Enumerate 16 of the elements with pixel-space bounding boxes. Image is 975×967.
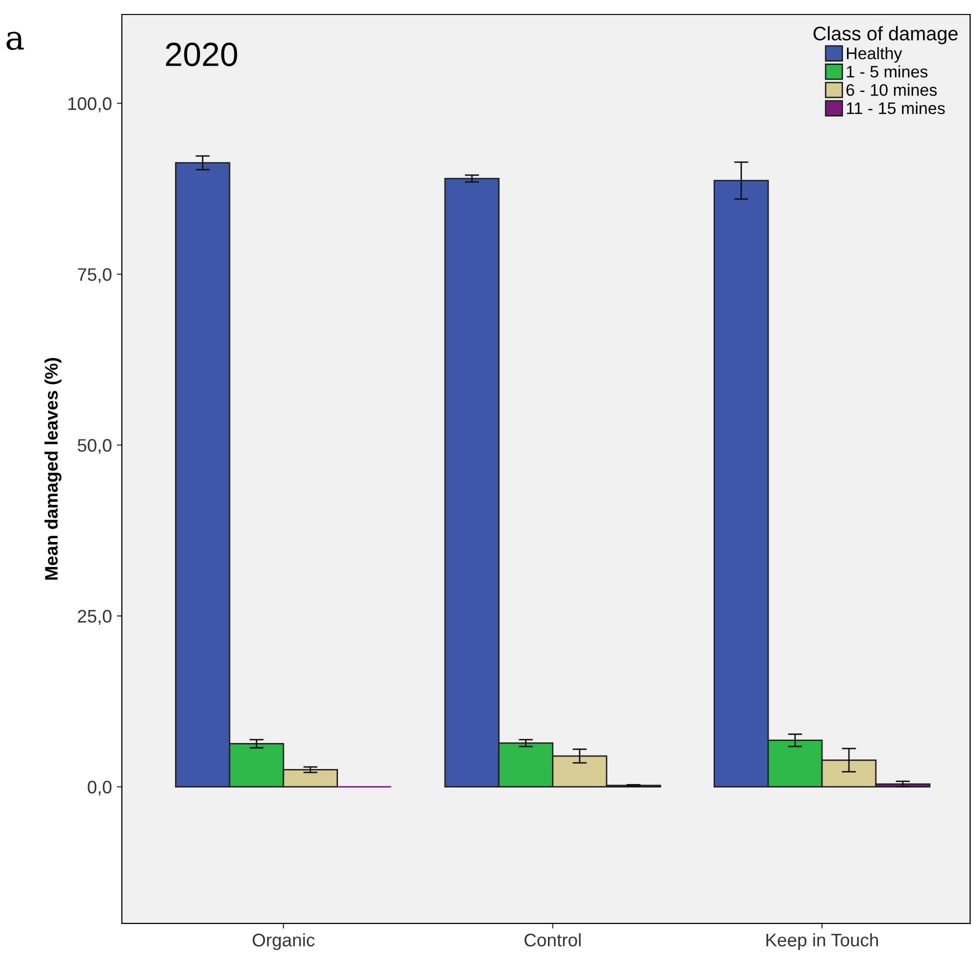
y-tick-label: 0,0 bbox=[88, 780, 112, 796]
legend-label: 1 - 5 mines bbox=[846, 65, 928, 78]
legend-title: Class of damage bbox=[814, 26, 958, 44]
x-tick-label: Organic bbox=[252, 933, 315, 950]
y-tick-label: 75,0 bbox=[78, 268, 112, 284]
y-tick-label: 25,0 bbox=[78, 610, 112, 625]
legend-label: 11 - 15 mines bbox=[846, 102, 945, 114]
text: a bbox=[6, 32, 24, 50]
legend-label: 6 - 10 mines bbox=[846, 84, 937, 96]
x-tick-label: Keep in Touch bbox=[766, 933, 878, 950]
y-tick-label: 100,0 bbox=[68, 97, 112, 112]
x-tick-label: Control bbox=[524, 933, 581, 946]
y-axis-title: Mean damaged leaves (%) bbox=[44, 358, 62, 580]
y-tick-label: 50,0 bbox=[78, 439, 112, 454]
text: 2020 bbox=[166, 42, 238, 66]
legend-label: Healthy bbox=[847, 47, 902, 63]
